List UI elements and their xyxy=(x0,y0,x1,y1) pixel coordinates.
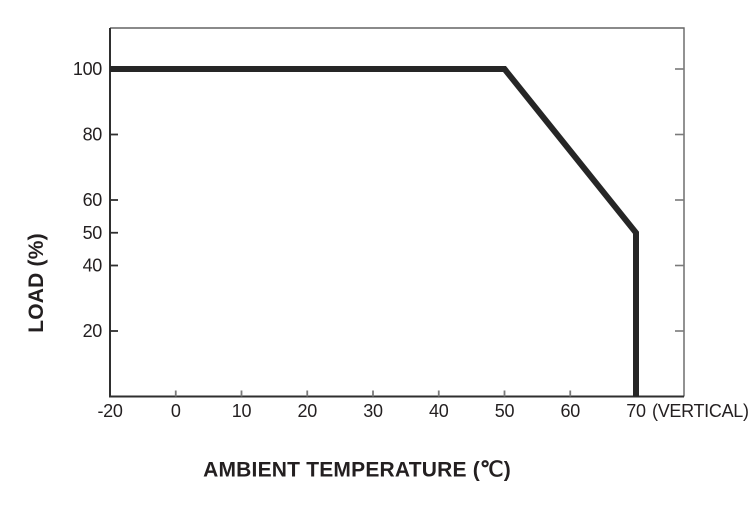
y-tick-label: 50 xyxy=(83,223,103,243)
x-tick-label: 70 xyxy=(626,401,646,421)
x-tick-label: -20 xyxy=(97,401,122,421)
y-tick-label: 100 xyxy=(73,59,102,79)
vertical-note: (VERTICAL) xyxy=(652,401,749,421)
y-tick-label: 20 xyxy=(83,321,103,341)
y-tick-label: 80 xyxy=(83,125,103,145)
x-tick-label: 40 xyxy=(429,401,449,421)
load-derating-curve xyxy=(110,66,639,397)
x-tick-label: 0 xyxy=(171,401,181,421)
y-axis-title: LOAD (%) xyxy=(25,233,48,333)
x-tick-label: 20 xyxy=(298,401,318,421)
x-tick-label: 30 xyxy=(363,401,383,421)
x-tick-label: 60 xyxy=(561,401,581,421)
x-tick-label: 10 xyxy=(232,401,252,421)
y-tick-label: 60 xyxy=(83,190,103,210)
x-tick-label: 50 xyxy=(495,401,515,421)
x-axis-title: AMBIENT TEMPERATURE (℃) xyxy=(203,458,511,482)
y-tick-label: 40 xyxy=(83,256,103,276)
plot-border xyxy=(110,27,685,397)
axis-lines xyxy=(109,28,684,398)
